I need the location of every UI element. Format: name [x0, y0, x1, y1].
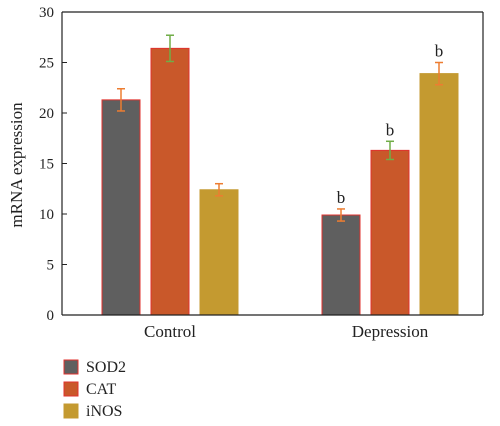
- bar-inos-0: [199, 189, 239, 316]
- bar-sod2-0: [101, 99, 141, 316]
- y-axis-label: mRNA expression: [7, 102, 26, 228]
- y-tick-label: 15: [39, 157, 54, 173]
- legend-swatch-cat: [63, 381, 79, 397]
- legend-label-cat: CAT: [86, 381, 116, 398]
- x-tick-label: Depression: [352, 322, 429, 341]
- significance-label: b: [337, 188, 346, 207]
- y-tick-label: 20: [39, 106, 54, 122]
- significance-label: b: [435, 42, 444, 61]
- plot-area: b b b 0 5 10 15 20 25 30 Control Depression: [39, 5, 484, 341]
- legend-label-sod2: SOD2: [86, 359, 126, 376]
- y-tick-label: 0: [47, 308, 55, 324]
- legend: SOD2 CAT iNOS: [63, 359, 126, 420]
- bar-cat-0: [150, 47, 190, 316]
- legend-swatch-inos: [63, 403, 79, 419]
- y-tick-label: 10: [39, 207, 54, 223]
- y-tick-label: 25: [39, 56, 54, 72]
- bar-inos-1: [419, 73, 459, 316]
- bar-cat-1: [370, 149, 410, 316]
- y-tick-label: 30: [39, 5, 54, 21]
- legend-swatch-sod2: [63, 359, 79, 375]
- y-tick-label: 5: [47, 258, 55, 274]
- x-tick-label: Control: [144, 322, 196, 341]
- legend-label-inos: iNOS: [86, 403, 122, 420]
- bar-sod2-1: [321, 214, 361, 316]
- significance-label: b: [386, 120, 395, 139]
